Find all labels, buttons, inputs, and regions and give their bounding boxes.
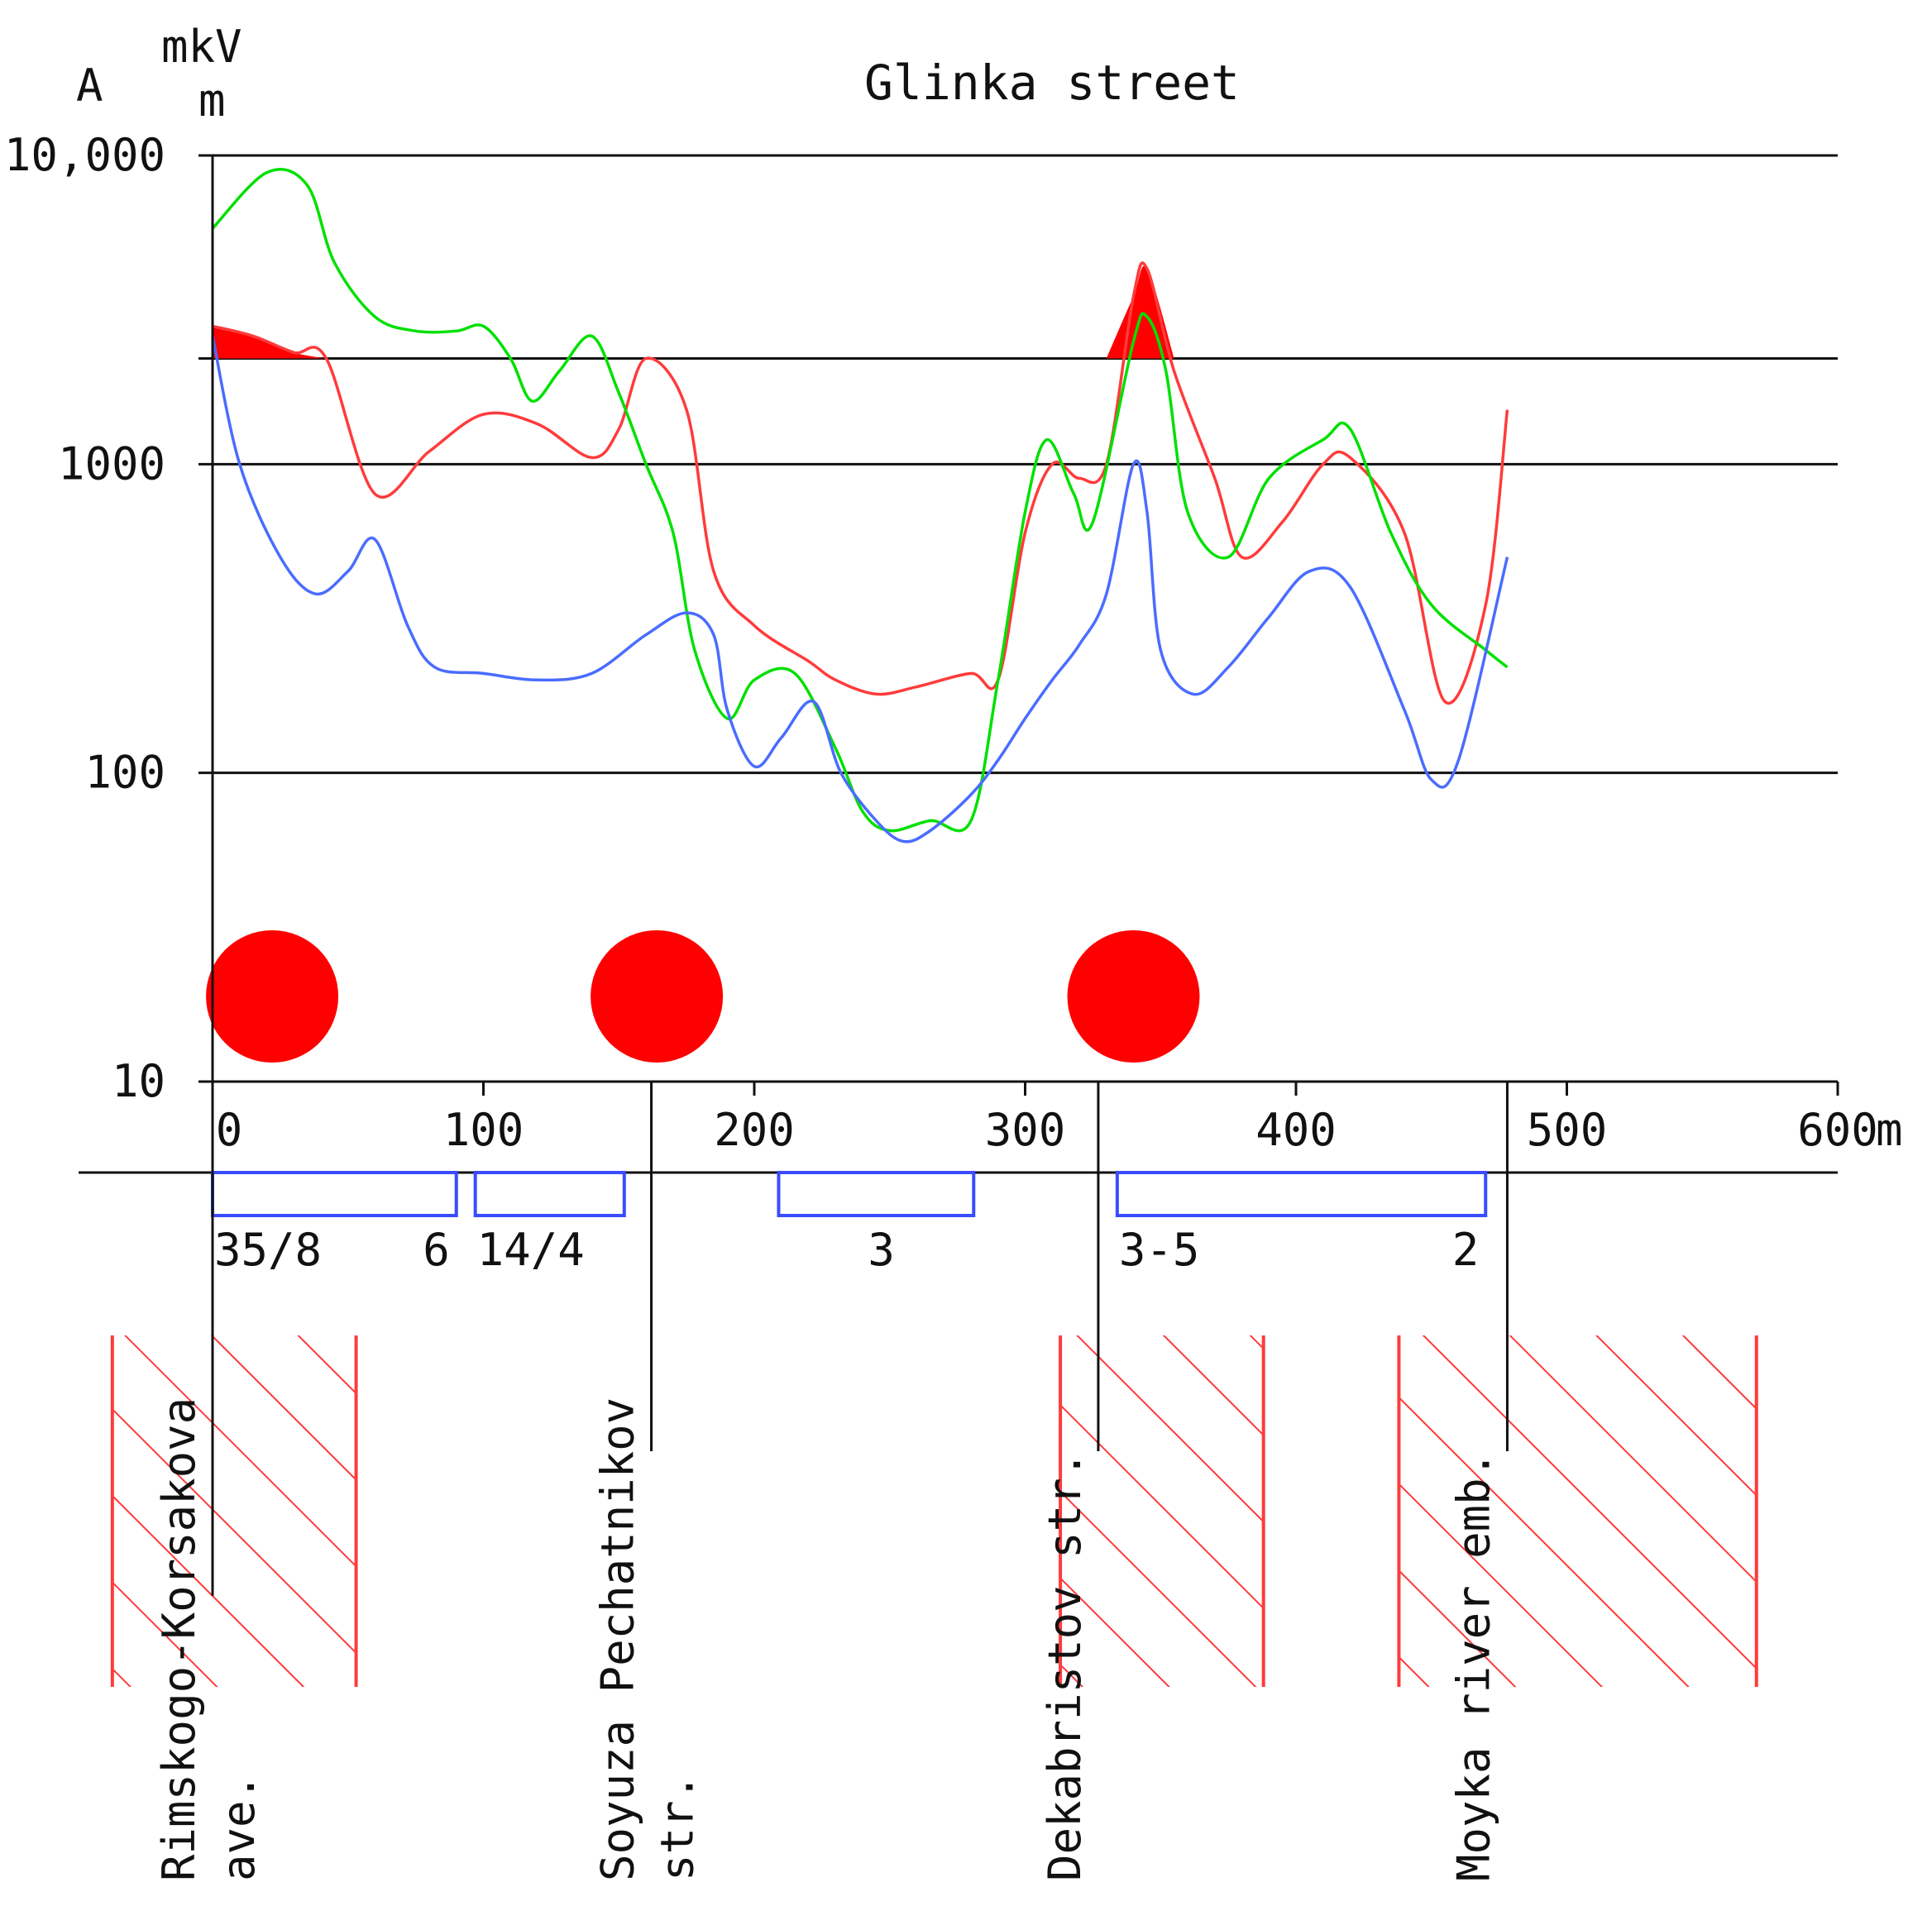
series-line-0 — [212, 261, 1509, 705]
x-tick-label: 500 — [1527, 1104, 1608, 1156]
zone-bracket — [473, 1171, 626, 1217]
y-tick-label: 10,000 — [4, 129, 165, 181]
zone-label-left: 35/8 — [214, 1224, 322, 1276]
cross-street-label: Moyka river emb. — [1447, 1451, 1499, 1881]
zone-bracket — [1115, 1171, 1488, 1217]
x-axis-unit: m — [1876, 1104, 1903, 1156]
x-tick-label: 0 — [216, 1104, 243, 1156]
series-lines — [211, 168, 1509, 843]
gridlines — [198, 154, 1838, 1083]
event-marker — [591, 930, 724, 1063]
cross-street-label: Rimskogo-Korsakova — [153, 1397, 205, 1881]
cross-street-label: Soyuza Pechatnikov — [592, 1397, 644, 1881]
y-axis-label-b: mkV — [161, 21, 242, 73]
zone-label-left: 3-5 — [1119, 1224, 1200, 1276]
zone-bracket — [777, 1171, 976, 1217]
x-tick-label: 300 — [985, 1104, 1066, 1156]
event-marker — [1067, 930, 1200, 1063]
zone-bracket — [211, 1171, 458, 1217]
x-tick-labels: 0 100 200 300 400 500 600 — [211, 1082, 1878, 1156]
cross-streets: Rimskogo-Korsakova ave. Soyuza Pechatnikov… — [153, 1082, 1509, 1881]
x-tick-label: 100 — [443, 1104, 524, 1156]
x-tick-label: 200 — [714, 1104, 795, 1156]
y-tick-label: 1000 — [58, 437, 165, 490]
series-line-2 — [211, 336, 1509, 843]
threshold-exceedance-fills — [213, 265, 1177, 359]
cross-street-label-line2: str. — [652, 1774, 704, 1881]
hatched-area — [1059, 1335, 1265, 1687]
y-tick-label: 100 — [84, 747, 165, 799]
x-tick-label: 400 — [1255, 1104, 1337, 1156]
hatched-areas — [110, 1335, 1758, 1687]
x-tick-label: 600 — [1797, 1104, 1878, 1156]
series-line-1 — [211, 168, 1509, 833]
event-marker — [206, 930, 339, 1063]
zones: 35/8 6 14/4 3 3-5 2 — [211, 1171, 1488, 1276]
exceedance-fill-start — [213, 326, 327, 359]
zone-label-left: 3 — [868, 1224, 895, 1276]
exceedance-fill-peak — [1106, 265, 1177, 359]
y-axis-label-c: m — [198, 74, 226, 127]
event-markers — [206, 930, 1200, 1063]
zone-label-right: 6 — [423, 1224, 450, 1276]
hatched-area — [1397, 1335, 1758, 1687]
y-axis-label-a: A — [76, 60, 103, 112]
cross-street-label: Dekabristov str. — [1039, 1451, 1091, 1881]
y-tick-label: 10 — [112, 1055, 165, 1107]
y-tick-labels: 10,000 1000 100 10 — [4, 129, 165, 1107]
hatched-area — [110, 1335, 358, 1687]
chart-title: Glinka street — [864, 55, 1240, 111]
cross-street-label-line2: ave. — [213, 1774, 265, 1881]
zone-label-left: 14/4 — [477, 1224, 585, 1276]
zone-label-right: 2 — [1452, 1224, 1480, 1276]
